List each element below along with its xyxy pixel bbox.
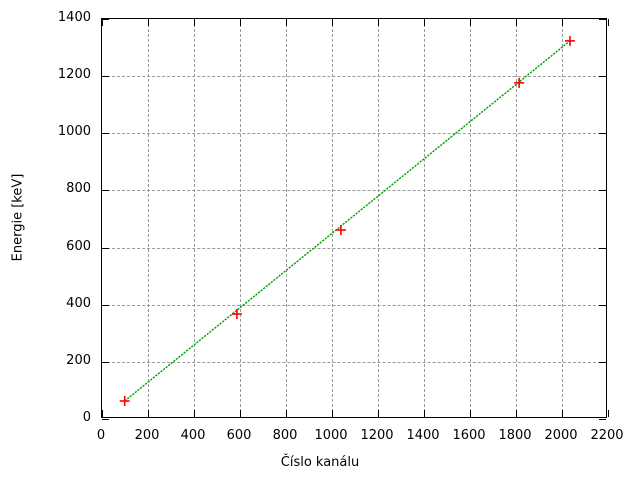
y-tick-label: 800 (66, 181, 91, 197)
y-tick-mark (102, 361, 109, 363)
x-tick-mark (194, 410, 195, 417)
y-tick-mark (102, 247, 109, 249)
gridline-vertical (148, 19, 149, 417)
x-tick-mark-top (148, 19, 149, 26)
gridline-vertical (332, 19, 333, 417)
y-tick-label: 0 (82, 410, 91, 425)
y-tick-mark-right (599, 133, 606, 135)
x-tick-mark-top (562, 19, 563, 26)
gridline-vertical (286, 19, 287, 417)
x-tick-mark-top (378, 19, 379, 26)
x-tick-mark (286, 410, 287, 417)
x-tick-mark-top (470, 19, 471, 26)
x-tick-mark-top (286, 19, 287, 26)
x-tick-mark (608, 410, 609, 417)
y-tick-mark (102, 19, 109, 20)
gridline-vertical (424, 19, 425, 417)
y-tick-mark-right (599, 76, 606, 78)
y-tick-label: 400 (66, 295, 91, 311)
y-tick-mark-right (599, 361, 606, 363)
y-tick-mark (102, 304, 109, 306)
y-tick-mark-right (599, 304, 606, 306)
y-tick-label: 1200 (57, 67, 91, 83)
gridline-vertical (470, 19, 471, 417)
x-tick-label: 1800 (498, 428, 532, 443)
x-tick-mark (240, 410, 241, 417)
gridline-horizontal (102, 76, 606, 78)
x-tick-mark (424, 410, 425, 417)
gridline-horizontal (102, 247, 606, 249)
y-tick-mark-right (599, 419, 606, 420)
y-tick-mark-right (599, 190, 606, 192)
y-tick-mark (102, 419, 109, 420)
y-axis-title: Energie [keV] (10, 173, 26, 262)
y-tick-label: 1400 (57, 10, 91, 25)
x-tick-mark-top (516, 19, 517, 26)
x-tick-mark-top (332, 19, 333, 26)
y-tick-mark (102, 190, 109, 192)
x-tick-mark (332, 410, 333, 417)
x-tick-mark (102, 410, 103, 417)
x-tick-mark (562, 410, 563, 417)
y-tick-label: 200 (66, 352, 91, 368)
x-tick-label: 1000 (314, 428, 348, 443)
gridline-horizontal (102, 361, 606, 363)
x-tick-mark-top (194, 19, 195, 26)
gridline-vertical (562, 19, 563, 417)
x-tick-label: 1400 (406, 428, 440, 443)
x-tick-label: 600 (226, 428, 252, 443)
gridline-horizontal (102, 190, 606, 192)
x-tick-label: 400 (180, 428, 206, 443)
x-axis-title: Číslo kanálu (280, 455, 360, 470)
gridline-horizontal (102, 304, 606, 306)
x-tick-label: 800 (272, 428, 298, 443)
x-tick-label: 1600 (452, 428, 486, 443)
x-tick-label: 0 (96, 428, 106, 443)
y-tick-label: 1000 (57, 124, 91, 140)
y-tick-mark (102, 133, 109, 135)
x-tick-mark-top (608, 19, 609, 26)
x-tick-mark-top (240, 19, 241, 26)
x-tick-mark-top (102, 19, 103, 26)
y-tick-mark (102, 76, 109, 78)
gridline-horizontal (102, 133, 606, 135)
gridline-vertical (194, 19, 195, 417)
x-tick-label: 1200 (360, 428, 394, 443)
x-tick-label: 200 (134, 428, 160, 443)
x-tick-mark-top (424, 19, 425, 26)
y-tick-label: 600 (66, 238, 91, 254)
x-tick-mark (378, 410, 379, 417)
x-tick-mark (516, 410, 517, 417)
y-tick-mark-right (599, 247, 606, 249)
x-tick-label: 2200 (590, 428, 624, 443)
gridline-vertical (240, 19, 241, 417)
gridline-vertical (378, 19, 379, 417)
x-tick-label: 2000 (544, 428, 578, 443)
x-tick-mark (148, 410, 149, 417)
y-tick-mark-right (599, 19, 606, 20)
plot-frame (101, 18, 609, 420)
gridline-vertical (516, 19, 517, 417)
x-tick-mark (470, 410, 471, 417)
